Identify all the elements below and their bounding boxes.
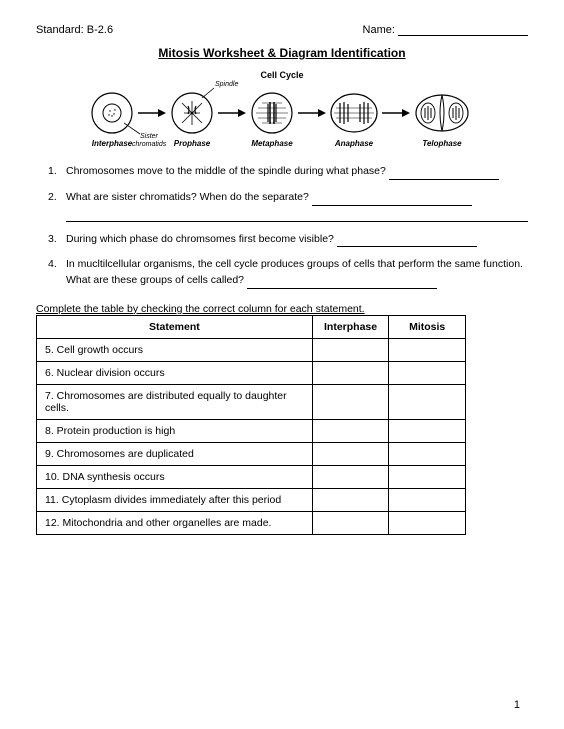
check-cell[interactable]	[389, 419, 466, 442]
table-row: 9. Chromosomes are duplicated	[37, 442, 466, 465]
check-cell[interactable]	[389, 488, 466, 511]
arrow-icon	[382, 109, 410, 117]
check-cell[interactable]	[312, 338, 389, 361]
check-cell[interactable]	[389, 465, 466, 488]
arrow-icon	[138, 109, 166, 117]
table-instruction: Complete the table by checking the corre…	[36, 303, 528, 315]
worksheet-title: Mitosis Worksheet & Diagram Identificati…	[36, 46, 528, 60]
svg-text:Metaphase: Metaphase	[251, 139, 293, 148]
statement-table: Statement Interphase Mitosis 5. Cell gro…	[36, 315, 466, 535]
metaphase-cell: Metaphase	[251, 93, 293, 148]
question-2: 2. What are sister chromatids? When do t…	[48, 190, 528, 222]
arrow-icon	[298, 109, 326, 117]
header-row: Standard: B-2.6 Name:	[36, 24, 528, 36]
prophase-cell: Prophase	[172, 93, 212, 148]
diagram-title: Cell Cycle	[260, 70, 303, 80]
svg-text:Interphase: Interphase	[92, 139, 133, 148]
check-cell[interactable]	[312, 442, 389, 465]
answer-blank[interactable]	[337, 237, 477, 247]
check-cell[interactable]	[312, 488, 389, 511]
table-row: 5. Cell growth occurs	[37, 338, 466, 361]
table-row: 12. Mitochondria and other organelles ar…	[37, 511, 466, 534]
svg-text:Spindle: Spindle	[215, 81, 238, 88]
table-row: 8. Protein production is high	[37, 419, 466, 442]
telophase-cell: Telophase	[416, 95, 468, 148]
table-row: 10. DNA synthesis occurs	[37, 465, 466, 488]
questions-list: 1. Chromosomes move to the middle of the…	[36, 164, 528, 289]
question-4: 4. In mucltilcellular organisms, the cel…	[48, 257, 528, 289]
question-1: 1. Chromosomes move to the middle of the…	[48, 164, 528, 180]
table-row: 11. Cytoplasm divides immediately after …	[37, 488, 466, 511]
worksheet-page: Standard: B-2.6 Name: Mitosis Worksheet …	[0, 0, 564, 555]
answer-blank[interactable]	[247, 279, 437, 289]
check-cell[interactable]	[389, 361, 466, 384]
question-3: 3. During which phase do chromsomes firs…	[48, 232, 528, 248]
check-cell[interactable]	[389, 442, 466, 465]
check-cell[interactable]	[312, 384, 389, 419]
svg-text:Telophase: Telophase	[422, 139, 462, 148]
check-cell[interactable]	[312, 419, 389, 442]
name-field[interactable]: Name:	[363, 24, 528, 36]
page-number: 1	[514, 699, 520, 711]
svg-text:Anaphase: Anaphase	[334, 139, 374, 148]
check-cell[interactable]	[312, 361, 389, 384]
col-mitosis: Mitosis	[389, 315, 466, 338]
check-cell[interactable]	[312, 465, 389, 488]
answer-blank[interactable]	[312, 196, 472, 206]
anaphase-cell: Anaphase	[331, 94, 377, 148]
table-header-row: Statement Interphase Mitosis	[37, 315, 466, 338]
standard-label: Standard: B-2.6	[36, 24, 113, 36]
check-cell[interactable]	[389, 384, 466, 419]
answer-blank[interactable]	[66, 208, 528, 222]
answer-blank[interactable]	[389, 170, 499, 180]
interphase-cell: Interphase	[92, 93, 133, 148]
col-interphase: Interphase	[312, 315, 389, 338]
svg-text:Prophase: Prophase	[174, 139, 211, 148]
col-statement: Statement	[37, 315, 313, 338]
arrow-icon	[218, 109, 246, 117]
table-row: 7. Chromosomes are distributed equally t…	[37, 384, 466, 419]
table-row: 6. Nuclear division occurs	[37, 361, 466, 384]
check-cell[interactable]	[312, 511, 389, 534]
check-cell[interactable]	[389, 511, 466, 534]
check-cell[interactable]	[389, 338, 466, 361]
spindle-label: Spindle	[202, 81, 238, 98]
cell-cycle-diagram: Cell Cycle Interphase Sisterchromatids P…	[72, 68, 492, 158]
svg-text:Sisterchromatids: Sisterchromatids	[132, 133, 167, 148]
